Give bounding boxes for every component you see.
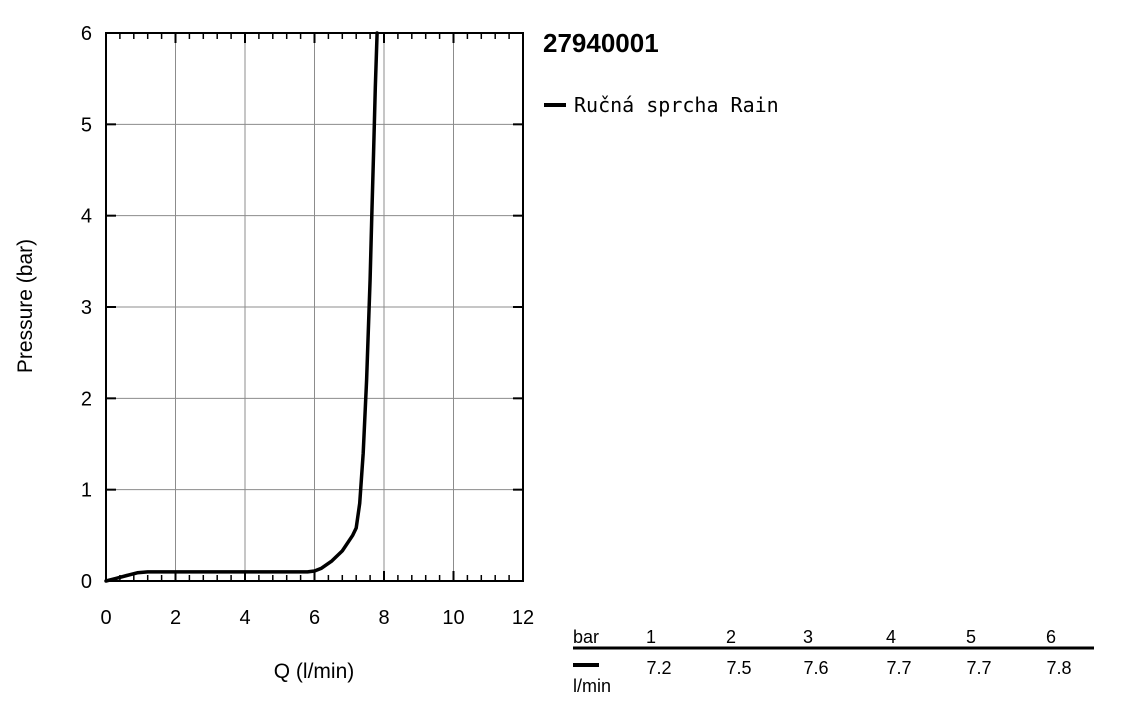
x-tick-label: 4 — [239, 607, 250, 629]
y-tick-label: 4 — [81, 206, 92, 228]
table-flow-value: 7.6 — [803, 658, 828, 678]
x-tick-label: 8 — [378, 607, 389, 629]
table-flow-value: 7.5 — [726, 658, 751, 678]
plot-frame — [105, 32, 524, 582]
y-axis-title: Pressure (bar) — [14, 239, 37, 373]
table-unit-label: l/min — [573, 676, 611, 696]
x-axis-title: Q (l/min) — [274, 660, 355, 683]
x-tick-label: 6 — [309, 607, 320, 629]
table-bar-value: 3 — [803, 627, 813, 647]
table-flow-value: 7.7 — [966, 658, 991, 678]
x-tick-label: 10 — [442, 607, 464, 629]
y-tick-label: 5 — [81, 114, 92, 136]
table-flow-value: 7.2 — [646, 658, 671, 678]
x-tick-label: 2 — [170, 607, 181, 629]
series-line — [104, 31, 379, 583]
y-tick-label: 3 — [81, 297, 92, 319]
legend: Ručná sprcha Rain — [544, 93, 779, 117]
x-tick-labels: 0 2 4 6 8 10 12 — [100, 607, 534, 629]
table-bar-value: 6 — [1046, 627, 1056, 647]
y-tick-label: 2 — [81, 388, 92, 410]
table-bar-value: 1 — [646, 627, 656, 647]
table-cells: 1 2 3 4 5 6 7.2 7.5 7.6 7.7 7.7 7.8 — [646, 627, 1072, 678]
y-tick-labels: 0 1 2 3 4 5 6 — [81, 23, 92, 593]
y-tick-label: 1 — [81, 480, 92, 502]
grid — [106, 33, 523, 581]
flow-table: bar l/min 1 2 3 4 5 6 7.2 7.5 7.6 7.7 7.7 7.8 — [573, 627, 1094, 696]
table-flow-value: 7.7 — [886, 658, 911, 678]
legend-label: Ručná sprcha Rain — [574, 93, 779, 117]
table-row-header: bar — [573, 627, 599, 647]
y-tick-label: 6 — [81, 23, 92, 45]
chart-title: 27940001 — [543, 28, 659, 58]
x-tick-label: 12 — [512, 607, 534, 629]
series-layer — [104, 31, 379, 583]
table-bar-value: 5 — [966, 627, 976, 647]
x-tick-label: 0 — [100, 607, 111, 629]
table-flow-value: 7.8 — [1046, 658, 1071, 678]
table-bar-value: 2 — [726, 627, 736, 647]
y-tick-label: 0 — [81, 571, 92, 593]
table-bar-value: 4 — [886, 627, 896, 647]
